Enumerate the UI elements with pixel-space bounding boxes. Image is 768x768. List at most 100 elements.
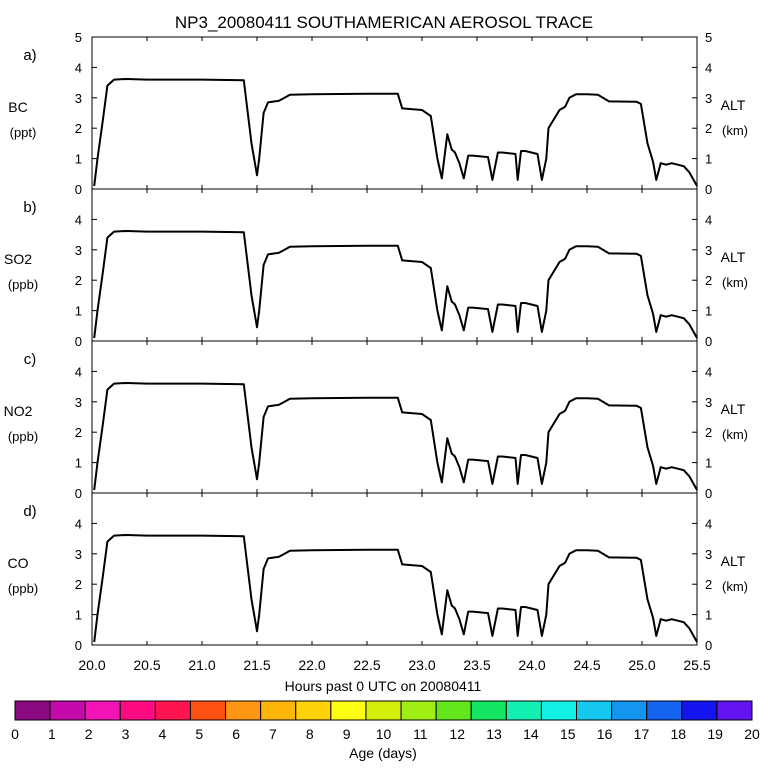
y-tick-label: 2 xyxy=(75,273,82,288)
y-tick-label: 4 xyxy=(75,516,82,531)
alt-tick-label: 0 xyxy=(705,182,712,197)
alt-tick-label: 5 xyxy=(705,30,712,45)
alt-tick-label: 0 xyxy=(705,638,712,653)
colorbar-swatch xyxy=(470,700,507,721)
colorbar-swatch xyxy=(295,700,332,721)
panel-alt-unit: (km) xyxy=(722,579,748,594)
y-tick-label: 4 xyxy=(75,212,82,227)
colorbar-swatch xyxy=(260,700,297,721)
panel-alt-unit: (km) xyxy=(722,123,748,138)
x-tick-label: 21.5 xyxy=(243,657,270,673)
panel-frame xyxy=(91,36,698,190)
panel-letter: c) xyxy=(24,351,37,368)
panel-alt-label: ALT xyxy=(721,553,746,569)
y-tick-label: 3 xyxy=(75,547,82,562)
colorbar-tick-label: 11 xyxy=(413,726,428,742)
x-tick-label: 21.0 xyxy=(188,657,215,673)
x-axis-label: Hours past 0 UTC on 20080411 xyxy=(285,678,482,694)
panel-species-label: CO xyxy=(8,555,29,571)
y-tick-label: 1 xyxy=(75,456,82,471)
x-tick-label: 23.5 xyxy=(463,657,490,673)
y-tick-label: 2 xyxy=(75,425,82,440)
colorbar-label: Age (days) xyxy=(349,745,417,761)
panel-bc: a) BC (ppt) ALT (km) 0 1 2 3 4 5 0 1 2 3 4 5 xyxy=(8,30,748,197)
x-tick-label: 20.5 xyxy=(133,657,160,673)
colorbar-swatch xyxy=(225,700,262,721)
alt-tick-label: 4 xyxy=(705,516,712,531)
y-tick-label: 4 xyxy=(75,364,82,379)
panel-frame xyxy=(91,492,698,646)
panel-alt-unit: (km) xyxy=(722,427,748,442)
alt-tick-label: 3 xyxy=(705,243,712,258)
colorbar-swatch xyxy=(49,700,86,721)
panel-unit-label: (ppb) xyxy=(8,429,38,444)
y-tick-label: 4 xyxy=(75,60,82,75)
panel-so2: b) SO2 (ppb) ALT (km) 0 1 2 3 4 0 1 2 3 4 xyxy=(4,188,748,349)
altitude-series-line xyxy=(93,534,698,643)
panels: a) BC (ppt) ALT (km) 0 1 2 3 4 5 0 1 2 3 4 5 b) SO2 (ppb) AL… xyxy=(4,30,748,653)
colorbar-tick-label: 8 xyxy=(306,726,314,742)
alt-tick-label: 4 xyxy=(705,212,712,227)
x-tick-label: 25.0 xyxy=(628,657,655,673)
y-tick-label: 3 xyxy=(75,243,82,258)
colorbar-tick-label: 16 xyxy=(597,726,613,742)
colorbar-swatch xyxy=(84,700,121,721)
y-tick-label: 5 xyxy=(75,30,82,45)
panel-alt-label: ALT xyxy=(721,249,746,265)
x-tick-label: 25.5 xyxy=(683,657,710,673)
alt-tick-label: 2 xyxy=(705,121,712,136)
y-tick-label: 3 xyxy=(75,395,82,410)
x-tick-label: 20.0 xyxy=(78,657,105,673)
alt-tick-label: 4 xyxy=(705,60,712,75)
alt-tick-label: 0 xyxy=(705,486,712,501)
colorbar-tick-label: 18 xyxy=(671,726,687,742)
colorbar-tick-label: 12 xyxy=(449,726,465,742)
colorbar-tick-label: 0 xyxy=(11,726,19,742)
x-tick-label: 23.0 xyxy=(408,657,435,673)
panel-species-label: SO2 xyxy=(4,251,32,267)
alt-tick-label: 3 xyxy=(705,91,712,106)
panel-unit-label: (ppb) xyxy=(8,277,38,292)
panel-frame xyxy=(91,340,698,494)
alt-tick-label: 3 xyxy=(705,547,712,562)
colorbar-swatch xyxy=(14,700,51,721)
x-tick-label: 24.0 xyxy=(518,657,545,673)
panel-letter: a) xyxy=(23,47,36,64)
colorbar-swatch xyxy=(505,700,542,721)
panel-co: d) CO (ppb) ALT (km) 0 1 2 3 4 0 1 2 3 4 xyxy=(8,492,748,653)
panel-unit-label: (ppt) xyxy=(10,125,37,140)
age-colorbar: 0 1 2 3 4 5 6 7 8 9 10 11 12 13 14 15 16 17 18 19 20 xyxy=(11,700,760,742)
colorbar-tick-label: 17 xyxy=(634,726,650,742)
panel-frame xyxy=(91,188,698,342)
colorbar-swatch xyxy=(119,700,156,721)
alt-tick-label: 0 xyxy=(705,334,712,349)
colorbar-swatch xyxy=(154,700,191,721)
colorbar-swatch xyxy=(576,700,613,721)
panel-alt-unit: (km) xyxy=(722,275,748,290)
colorbar-swatch xyxy=(540,700,578,721)
colorbar-swatch xyxy=(189,700,227,721)
chart-title: NP3_20080411 SOUTHAMERICAN AEROSOL TRACE xyxy=(175,13,593,32)
alt-tick-label: 1 xyxy=(705,456,712,471)
altitude-series-line xyxy=(93,78,698,187)
x-tick-label: 24.5 xyxy=(573,657,600,673)
x-tick-label: 22.5 xyxy=(353,657,380,673)
panel-unit-label: (ppb) xyxy=(8,581,38,596)
alt-tick-label: 2 xyxy=(705,425,712,440)
colorbar-swatch xyxy=(365,700,402,721)
colorbar-swatch xyxy=(611,700,648,721)
colorbar-tick-label: 19 xyxy=(707,726,723,742)
colorbar-tick-label: 2 xyxy=(85,726,93,742)
colorbar-tick-label: 14 xyxy=(523,726,539,742)
alt-tick-label: 4 xyxy=(705,364,712,379)
y-tick-label: 1 xyxy=(75,152,82,167)
colorbar-tick-label: 1 xyxy=(48,726,56,742)
colorbar-tick-label: 15 xyxy=(560,726,576,742)
y-tick-label: 3 xyxy=(75,91,82,106)
x-axis-ticks: 20.0 20.5 21.0 21.5 22.0 22.5 23.0 23.5 24.0 24.5… xyxy=(78,657,710,673)
panel-alt-label: ALT xyxy=(721,401,746,417)
y-tick-label: 0 xyxy=(75,182,82,197)
colorbar-tick-label: 7 xyxy=(269,726,277,742)
y-tick-label: 2 xyxy=(75,121,82,136)
